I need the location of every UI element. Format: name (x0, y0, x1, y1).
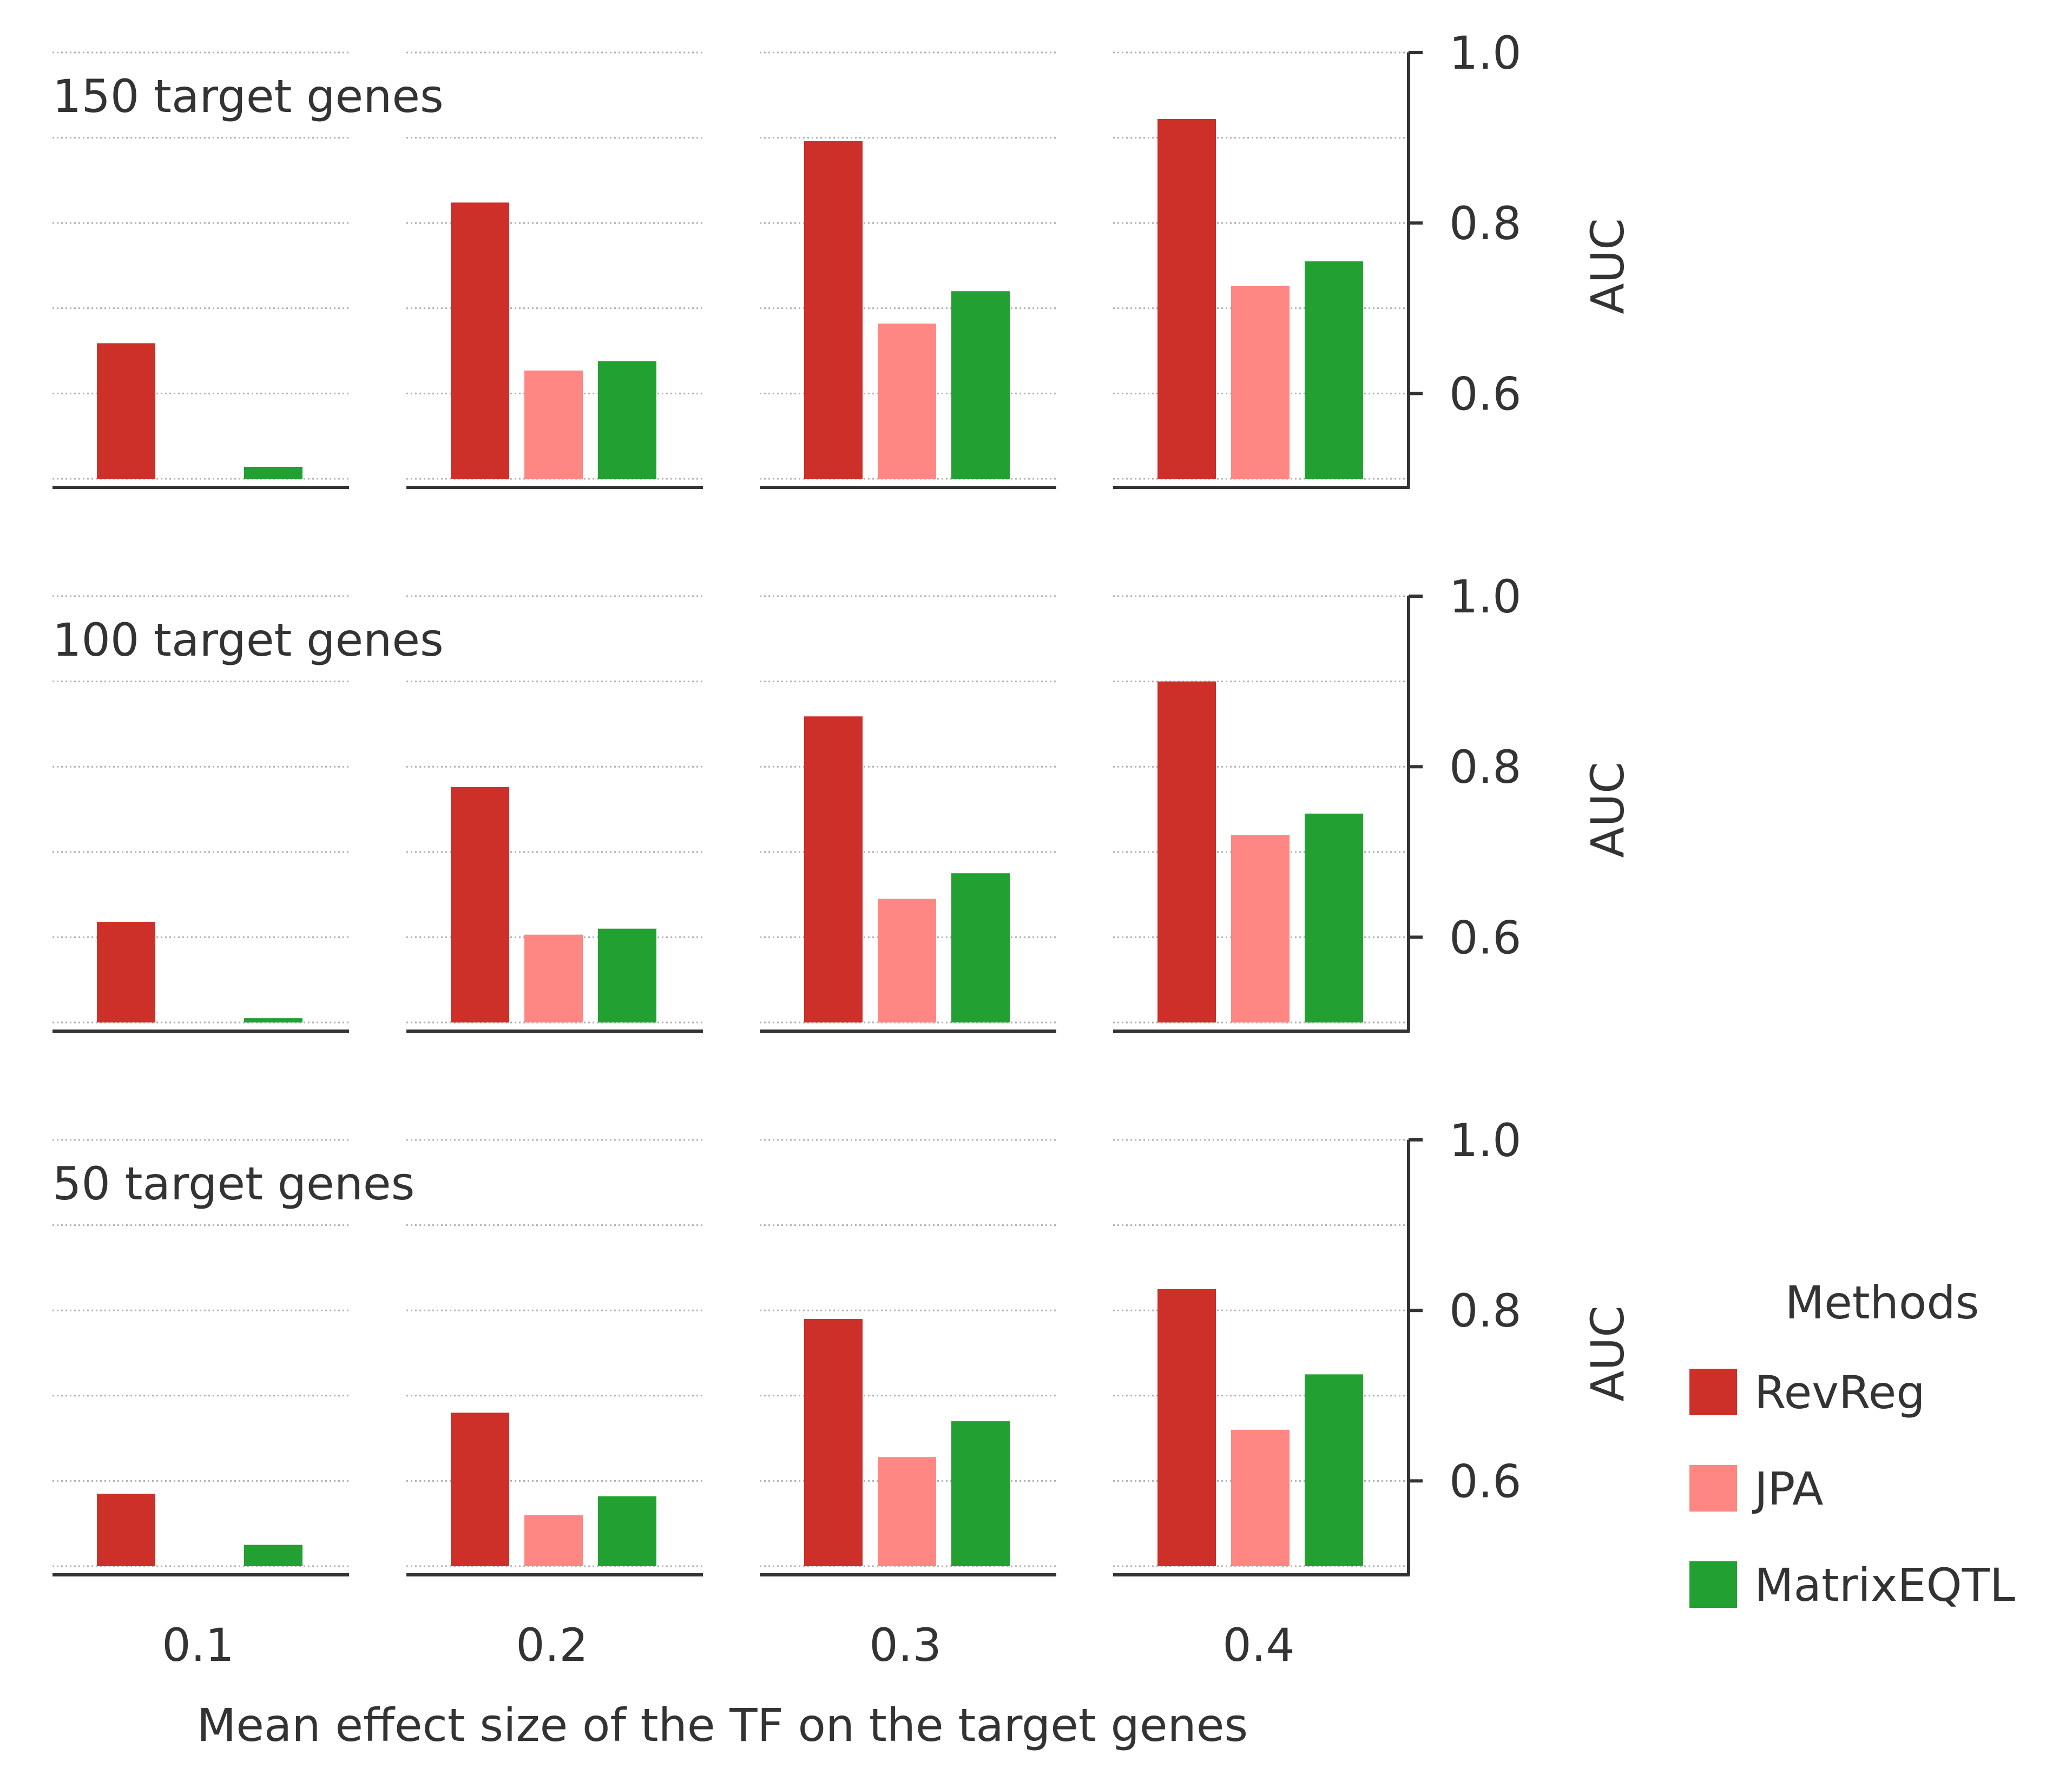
legend-label: MatrixEQTL (1754, 1559, 2015, 1612)
bar-revreg (451, 787, 509, 1022)
y-axis-label: AUC (1581, 1305, 1634, 1402)
legend-swatch (1689, 1561, 1737, 1608)
y-tick-label: 0.6 (1449, 367, 1522, 420)
row-label: 150 target genes (52, 70, 444, 123)
panel (52, 51, 349, 489)
bar-jpa (524, 370, 583, 479)
bar-jpa (524, 934, 583, 1022)
y-tick-label: 0.6 (1449, 1455, 1522, 1508)
y-tick-label: 1.0 (1449, 570, 1522, 623)
row-axes: 0.6 0.8 1.0 AUC 0.6 0.8 1.0 AUC 0.6 0.8 1.0 AUC (1407, 27, 1634, 1575)
y-tick-label: 0.8 (1449, 197, 1522, 250)
y-tick-label: 1.0 (1449, 1114, 1522, 1167)
panel (52, 1139, 349, 1576)
x-axis-label: Mean effect size of the TF on the target… (197, 1699, 1248, 1752)
bar-matrixeqtl (598, 1496, 656, 1566)
panel (760, 1139, 1056, 1576)
bar-matrixeqtl (951, 291, 1010, 479)
y-tick-label: 0.8 (1449, 741, 1522, 794)
legend-swatch (1689, 1465, 1737, 1512)
legend-items: RevReg JPA MatrixEQTL (1689, 1366, 2015, 1612)
bar-revreg (451, 1413, 509, 1566)
y-axis: 0.6 0.8 1.0 AUC (1407, 570, 1634, 1031)
x-tick-label: 0.2 (516, 1619, 588, 1672)
x-tick-label: 0.3 (869, 1619, 942, 1672)
legend-label: JPA (1752, 1462, 1824, 1515)
legend-title: Methods (1785, 1276, 1979, 1329)
legend-label: RevReg (1754, 1366, 1925, 1419)
legend-item: RevReg (1689, 1366, 1925, 1419)
bar-matrixeqtl (951, 1421, 1010, 1566)
y-axis-label: AUC (1581, 762, 1634, 858)
bar-matrixeqtl (1305, 1374, 1363, 1566)
x-tick-label: 0.4 (1222, 1619, 1295, 1672)
bar-revreg (1157, 1289, 1216, 1566)
bar-jpa (1231, 1429, 1290, 1566)
row-labels: 150 target genes 100 target genes 50 targe… (52, 70, 444, 1210)
bar-revreg (451, 202, 509, 479)
legend-swatch (1689, 1369, 1737, 1415)
bar-matrixeqtl (598, 361, 656, 479)
legend: Methods RevReg JPA MatrixEQTL (1689, 1276, 2015, 1612)
bar-revreg (97, 343, 155, 479)
bar-jpa (878, 1457, 936, 1566)
bar-matrixeqtl (244, 466, 302, 479)
panel (406, 1139, 703, 1576)
y-tick-label: 0.6 (1449, 911, 1522, 964)
bar-jpa (524, 1515, 583, 1566)
bar-revreg (804, 141, 863, 479)
bar-jpa (1231, 835, 1290, 1022)
row-label: 100 target genes (52, 613, 444, 667)
bar-matrixeqtl (1305, 813, 1363, 1022)
bar-jpa (878, 324, 936, 479)
panel (52, 595, 349, 1033)
panel (1113, 1139, 1410, 1576)
bar-revreg (1157, 681, 1216, 1022)
panel (1113, 595, 1410, 1033)
panel (760, 51, 1056, 489)
bar-revreg (804, 1318, 863, 1566)
bar-matrixeqtl (1305, 261, 1363, 479)
y-tick-label: 0.8 (1449, 1284, 1522, 1337)
bar-revreg (97, 1494, 155, 1566)
legend-item: MatrixEQTL (1689, 1559, 2015, 1612)
panel (760, 595, 1056, 1033)
chart-panels (52, 51, 1410, 1576)
bar-revreg (1157, 118, 1216, 479)
y-axis: 0.6 0.8 1.0 AUC (1407, 1114, 1634, 1575)
bar-matrixeqtl (244, 1018, 302, 1022)
panel (406, 595, 703, 1033)
bar-jpa (1231, 286, 1290, 479)
x-tick-labels: 0.1 0.2 0.3 0.4 (162, 1619, 1295, 1672)
panel (1113, 51, 1410, 489)
bar-matrixeqtl (244, 1545, 302, 1566)
bar-matrixeqtl (951, 873, 1010, 1022)
x-tick-label: 0.1 (162, 1619, 234, 1672)
y-tick-label: 1.0 (1449, 27, 1522, 80)
bar-jpa (878, 899, 936, 1022)
legend-item: JPA (1689, 1462, 1824, 1515)
bar-revreg (804, 716, 863, 1022)
bar-revreg (97, 922, 155, 1022)
panel (406, 51, 703, 489)
y-axis: 0.6 0.8 1.0 AUC (1407, 27, 1634, 487)
y-axis-label: AUC (1581, 218, 1634, 314)
bar-matrixeqtl (598, 928, 656, 1022)
row-label: 50 target genes (52, 1157, 415, 1210)
